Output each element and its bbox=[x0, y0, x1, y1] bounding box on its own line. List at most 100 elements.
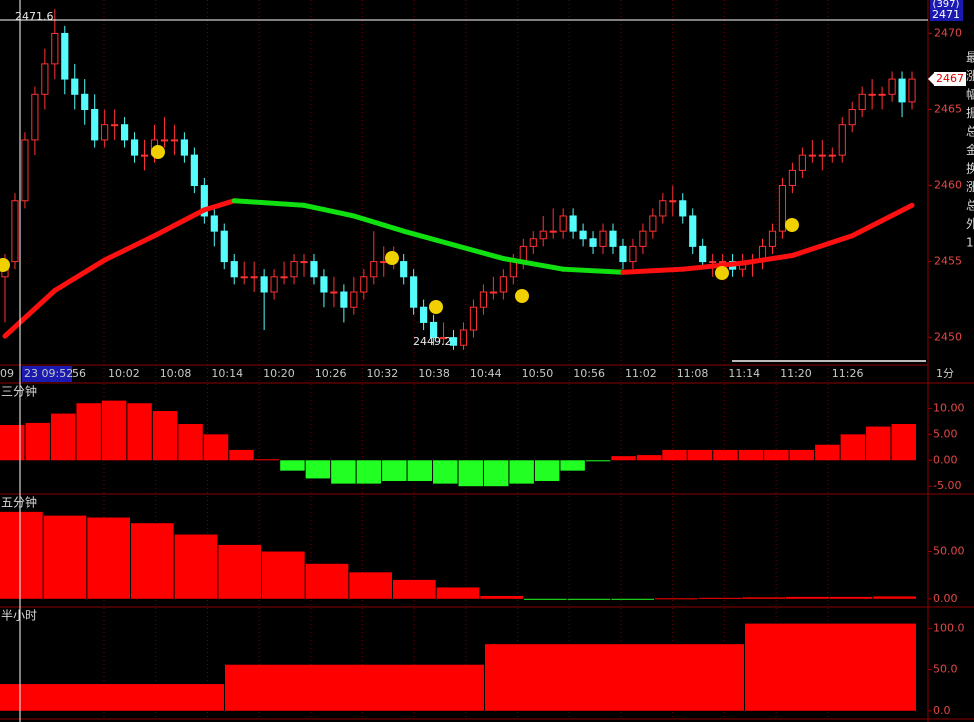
moving-average bbox=[789, 233, 855, 258]
signal-icon bbox=[151, 145, 165, 159]
candle-body bbox=[101, 124, 109, 141]
candle-body bbox=[878, 93, 886, 96]
candle-body bbox=[808, 154, 816, 157]
bar bbox=[829, 596, 873, 599]
candle-body bbox=[858, 93, 866, 110]
candle-body bbox=[719, 261, 727, 264]
bar bbox=[349, 572, 392, 599]
time-label: 10:02 bbox=[108, 367, 140, 380]
bar bbox=[0, 425, 25, 461]
bar bbox=[254, 459, 280, 461]
current-price-badge: 2467 bbox=[936, 72, 964, 85]
candle-body bbox=[659, 200, 667, 217]
moving-average bbox=[401, 228, 457, 248]
panel-title: 半小时 bbox=[1, 609, 37, 623]
bar bbox=[698, 597, 742, 599]
bar bbox=[262, 551, 305, 599]
candle-body bbox=[619, 245, 627, 263]
y-tick-label: 100.0 bbox=[933, 622, 965, 635]
candle-body bbox=[170, 139, 179, 142]
bar bbox=[458, 460, 483, 487]
bar bbox=[742, 597, 785, 599]
bar bbox=[786, 596, 829, 599]
candle-body bbox=[190, 154, 198, 187]
candle-body bbox=[111, 124, 119, 127]
candle-body bbox=[629, 245, 637, 263]
bar bbox=[611, 456, 636, 461]
side-label: 幅 bbox=[966, 87, 974, 102]
candle-body bbox=[350, 291, 358, 308]
bar bbox=[480, 595, 523, 599]
bar bbox=[76, 403, 101, 461]
bar bbox=[203, 434, 229, 461]
time-label: 10:32 bbox=[367, 367, 399, 380]
candle-body bbox=[380, 261, 388, 264]
candle-body bbox=[768, 230, 777, 247]
candle-body bbox=[420, 306, 428, 323]
time-label: 56 bbox=[72, 367, 86, 380]
panel-title: 三分钟 bbox=[1, 384, 37, 399]
candle-body bbox=[210, 215, 218, 232]
candle-body bbox=[180, 139, 188, 156]
candle-body bbox=[449, 337, 458, 346]
bar bbox=[229, 449, 254, 461]
candle-body bbox=[330, 291, 338, 294]
bar bbox=[356, 460, 382, 484]
badge-box bbox=[934, 72, 966, 86]
signal-icon bbox=[0, 258, 10, 272]
candle-body bbox=[489, 291, 497, 294]
bar bbox=[393, 579, 436, 599]
badge-box bbox=[930, 0, 963, 9]
candle-body bbox=[71, 78, 79, 95]
side-label: 换 bbox=[966, 162, 974, 176]
candle-body bbox=[400, 261, 408, 278]
bar bbox=[131, 523, 174, 599]
candle-body bbox=[559, 215, 567, 232]
bar bbox=[407, 460, 433, 482]
candle-body bbox=[888, 78, 896, 95]
candle-body bbox=[838, 124, 846, 156]
time-label: 11:02 bbox=[625, 367, 657, 380]
moving-average bbox=[451, 242, 506, 262]
moving-average bbox=[849, 202, 915, 239]
moving-average bbox=[351, 213, 407, 234]
bar bbox=[50, 413, 76, 461]
candle-body bbox=[639, 230, 647, 247]
candle-body bbox=[699, 245, 707, 263]
bar bbox=[764, 449, 789, 461]
side-label: 总 bbox=[966, 125, 974, 139]
bar bbox=[485, 644, 744, 711]
candle-body bbox=[160, 139, 169, 142]
y-tick-label: 50.0 bbox=[933, 663, 958, 676]
candle-body bbox=[689, 215, 697, 247]
candle-body bbox=[868, 93, 876, 96]
side-label: 总 bbox=[966, 199, 974, 213]
y-tick-label: 2465 bbox=[934, 103, 962, 116]
moving-average bbox=[201, 198, 237, 213]
candle-body bbox=[649, 215, 657, 232]
candle-body bbox=[439, 337, 448, 340]
bar bbox=[611, 598, 654, 600]
y-tick-label: 0.0 bbox=[933, 704, 951, 717]
side-label: 涨 bbox=[966, 68, 974, 83]
moving-average bbox=[620, 266, 686, 275]
time-label: 1分 bbox=[936, 367, 954, 380]
y-tick-label: 50.00 bbox=[933, 545, 965, 558]
moving-average bbox=[231, 198, 307, 208]
badge-box bbox=[930, 9, 963, 21]
bar bbox=[891, 423, 916, 461]
bar bbox=[567, 598, 611, 600]
candle-body bbox=[320, 276, 328, 293]
bar bbox=[509, 460, 534, 484]
side-label: 振 bbox=[966, 106, 974, 120]
candle-body bbox=[410, 276, 418, 308]
badge: (397) bbox=[933, 0, 960, 10]
candle-body bbox=[11, 200, 19, 263]
badge-arrow bbox=[928, 73, 934, 85]
bar bbox=[815, 444, 840, 461]
candle-body bbox=[579, 230, 587, 240]
time-label: 11:14 bbox=[728, 367, 760, 380]
candle-body bbox=[121, 124, 129, 141]
time-label: 10:20 bbox=[263, 367, 295, 380]
